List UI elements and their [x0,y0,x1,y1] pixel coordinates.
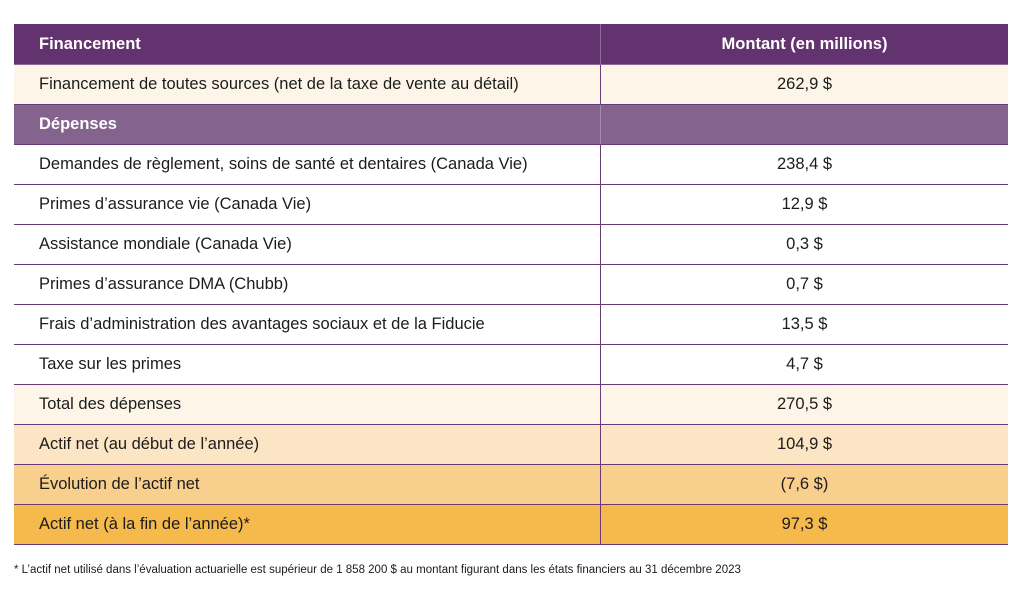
section-header-row: Dépenses [14,105,1008,145]
row-label: Financement de toutes sources (net de la… [14,65,601,104]
row-value: 262,9 $ [776,75,833,93]
row-value: 0,7 $ [786,275,823,293]
footnote: * L’actif net utilisé dans l’évaluation … [14,564,741,576]
row-value: 4,7 $ [786,355,823,373]
funding-row: Financement de toutes sources (net de la… [14,65,1008,105]
table-row: Primes d’assurance DMA (Chubb) 0,7 $ [14,265,1008,305]
row-label: Primes d’assurance vie (Canada Vie) [14,185,601,224]
row-label: Frais d’administration des avantages soc… [14,305,601,344]
header-value-cell: Montant (en millions) [721,34,888,53]
section-label: Dépenses [14,105,601,144]
net-assets-end-row: Actif net (à la fin de l’année)* 97,3 $ [14,505,1008,545]
row-value: 12,9 $ [781,195,828,213]
row-label: Demandes de règlement, soins de santé et… [14,145,601,184]
total-expenses-row: Total des dépenses 270,5 $ [14,385,1008,425]
row-value: 104,9 $ [776,435,833,453]
row-value: 13,5 $ [781,315,828,333]
row-value: 238,4 $ [776,155,833,173]
row-value: 97,3 $ [781,515,828,533]
row-label: Assistance mondiale (Canada Vie) [14,225,601,264]
row-value: (7,6 $) [780,475,829,493]
table-row: Frais d’administration des avantages soc… [14,305,1008,345]
section-value [601,105,1008,144]
table-row: Assistance mondiale (Canada Vie) 0,3 $ [14,225,1008,265]
row-label: Actif net (à la fin de l’année)* [14,505,601,544]
table-row: Demandes de règlement, soins de santé et… [14,145,1008,185]
net-assets-start-row: Actif net (au début de l’année) 104,9 $ [14,425,1008,465]
table-row: Primes d’assurance vie (Canada Vie) 12,9… [14,185,1008,225]
financial-table: Financement Montant (en millions) Financ… [14,24,1008,545]
header-label-cell: Financement [14,24,601,64]
row-value: 270,5 $ [776,395,833,413]
table-header-row: Financement Montant (en millions) [14,24,1008,65]
row-label: Taxe sur les primes [14,345,601,384]
net-assets-change-row: Évolution de l’actif net (7,6 $) [14,465,1008,505]
row-value: 0,3 $ [786,235,823,253]
row-label: Actif net (au début de l’année) [14,425,601,464]
row-label: Total des dépenses [14,385,601,424]
table-row: Taxe sur les primes 4,7 $ [14,345,1008,385]
row-label: Primes d’assurance DMA (Chubb) [14,265,601,304]
row-label: Évolution de l’actif net [14,465,601,504]
